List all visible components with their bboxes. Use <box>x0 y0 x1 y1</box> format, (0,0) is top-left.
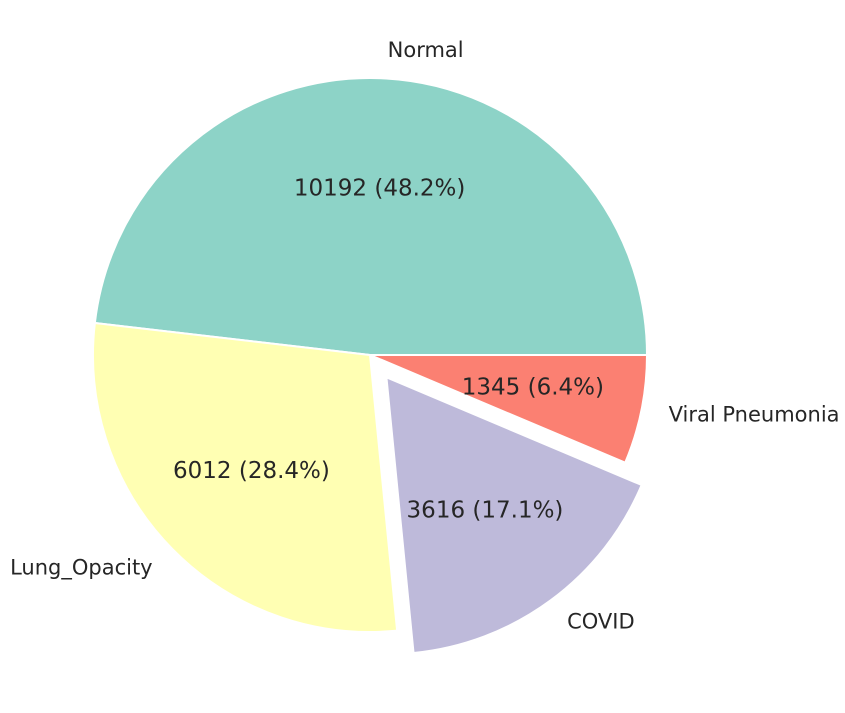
slice-label-covid: COVID <box>567 610 635 634</box>
pie-slice-normal <box>93 77 649 356</box>
slice-label-normal: Normal <box>388 38 464 62</box>
slice-value-lung-opacity: 6012 (28.4%) <box>173 458 330 484</box>
slice-label-lung-opacity: Lung_Opacity <box>10 556 153 581</box>
slice-value-normal: 10192 (48.2%) <box>294 176 466 202</box>
pie-slice-viral-pneumonia <box>369 354 649 464</box>
pie-slice-covid <box>385 375 643 655</box>
slice-label-viral-pneumonia: Viral Pneumonia <box>669 402 840 426</box>
slice-value-viral-pneumonia: 1345 (6.4%) <box>462 374 604 400</box>
slice-value-covid: 3616 (17.1%) <box>407 498 564 524</box>
pie-slice-lung-opacity <box>92 321 399 633</box>
